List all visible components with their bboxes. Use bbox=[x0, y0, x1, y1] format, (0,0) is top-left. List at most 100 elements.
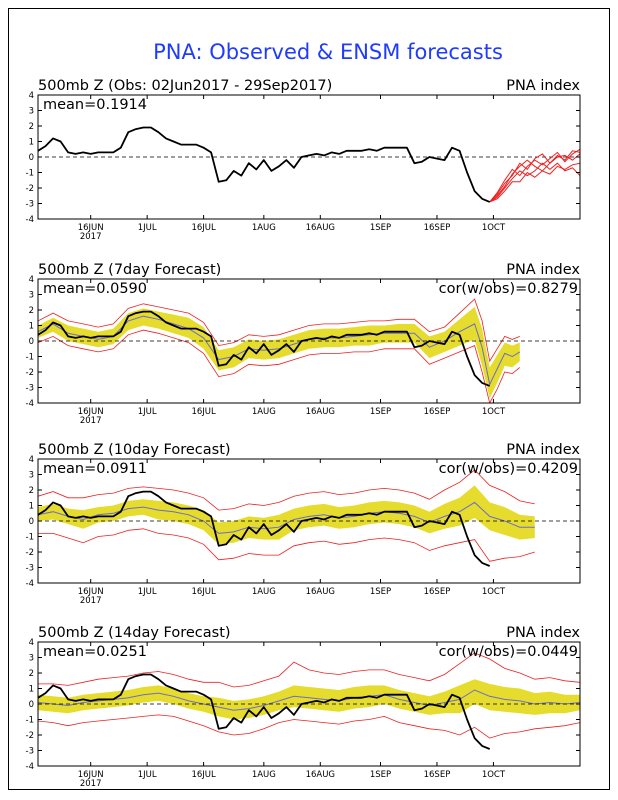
forecast-member-line-1 bbox=[489, 153, 580, 203]
x-tick-label: 1JUL bbox=[138, 407, 157, 417]
panel-index-label: PNA index bbox=[506, 78, 580, 94]
stat-mean: mean=0.0590 bbox=[43, 281, 147, 297]
spread-band bbox=[38, 679, 580, 720]
y-tick-label: 2 bbox=[29, 122, 34, 132]
stat-mean: mean=0.0911 bbox=[43, 461, 147, 477]
members-lower-line bbox=[38, 714, 580, 739]
forecast-member-line-4 bbox=[489, 150, 580, 203]
y-tick-label: 3 bbox=[29, 291, 34, 301]
x-tick-label: 1AUG bbox=[252, 407, 276, 417]
x-tick-label: 16AUG bbox=[306, 407, 335, 417]
y-tick-label: -3 bbox=[26, 747, 34, 757]
x-tick-label: 16SEP bbox=[424, 587, 451, 597]
plot-box bbox=[37, 94, 581, 220]
panel-index-label: PNA index bbox=[506, 625, 580, 641]
plot-area bbox=[38, 652, 580, 750]
plot-area bbox=[38, 126, 580, 203]
x-tick-label: 16AUG bbox=[306, 770, 335, 780]
panel-index-label: PNA index bbox=[506, 442, 580, 458]
x-tick-label: 1AUG bbox=[252, 223, 276, 233]
y-tick-label: 3 bbox=[29, 654, 34, 664]
panel-1: 500mb Z (Obs: 02Jun2017 - 29Sep2017) PNA … bbox=[26, 78, 581, 242]
x-tick-label: 16SEP bbox=[424, 770, 451, 780]
x-tick-label: 1OCT bbox=[482, 407, 506, 417]
x-tick-label: 16SEP bbox=[424, 407, 451, 417]
x-tick-label: 16JUL bbox=[191, 223, 216, 233]
y-tick-label: 3 bbox=[29, 107, 34, 117]
x-tick-label: 1SEP bbox=[370, 407, 391, 417]
y-tick-label: 4 bbox=[29, 275, 34, 285]
y-tick-label: -2 bbox=[26, 548, 34, 558]
ensemble-mean-line bbox=[38, 689, 580, 711]
spread-band bbox=[38, 306, 520, 399]
y-tick-label: -4 bbox=[26, 215, 34, 225]
y-tick-label: 1 bbox=[29, 685, 34, 695]
x-tick-label: 1OCT bbox=[482, 770, 506, 780]
members-upper-line bbox=[38, 652, 580, 688]
members-upper-line bbox=[38, 298, 520, 363]
y-tick-label: 2 bbox=[29, 669, 34, 679]
x-tick-label: 1SEP bbox=[370, 587, 391, 597]
x-tick-label: 1JUL bbox=[138, 587, 157, 597]
y-tick-label: -3 bbox=[26, 564, 34, 574]
observed-line bbox=[38, 126, 491, 203]
y-tick-label: -4 bbox=[26, 399, 34, 409]
x-tick-label: 1OCT bbox=[482, 587, 506, 597]
x-year-label: 2017 bbox=[80, 596, 102, 606]
y-tick-label: -3 bbox=[26, 384, 34, 394]
x-tick-label: 16JUL bbox=[191, 407, 216, 417]
x-tick-label: 1AUG bbox=[252, 587, 276, 597]
x-tick-label: 16JUL bbox=[191, 587, 216, 597]
panel-title: 500mb Z (10day Forecast) bbox=[38, 442, 231, 458]
stat-mean: mean=0.1914 bbox=[43, 97, 147, 113]
y-tick-label: 4 bbox=[29, 638, 34, 648]
panel-title: 500mb Z (Obs: 02Jun2017 - 29Sep2017) bbox=[38, 78, 332, 94]
y-tick-label: 0 bbox=[29, 517, 34, 527]
x-tick-label: 16JUN bbox=[78, 587, 104, 597]
members-lower-line bbox=[38, 329, 521, 403]
forecast-member-line-3 bbox=[489, 162, 580, 203]
x-year-label: 2017 bbox=[80, 232, 102, 242]
x-tick-label: 1AUG bbox=[252, 770, 276, 780]
y-tick-label: -2 bbox=[26, 368, 34, 378]
y-tick-label: 1 bbox=[29, 502, 34, 512]
x-tick-label: 16AUG bbox=[306, 587, 335, 597]
panel-3: 500mb Z (10day Forecast) PNA index 4 3 2 1 0 -1… bbox=[26, 442, 581, 606]
y-tick-label: -1 bbox=[26, 533, 34, 543]
panel-4: 500mb Z (14day Forecast) PNA index 4 3 2 1 0 -1… bbox=[26, 625, 581, 789]
observed-line bbox=[38, 310, 491, 387]
x-tick-label: 1SEP bbox=[370, 223, 391, 233]
panel-2: 500mb Z (7day Forecast) PNA index 4 3 2 1 0 -1 -… bbox=[26, 262, 581, 426]
y-tick-label: 2 bbox=[29, 306, 34, 316]
y-tick-label: 0 bbox=[29, 337, 34, 347]
plot-area bbox=[38, 298, 580, 403]
stat-correlation: cor(w/obs)=0.0449 bbox=[439, 644, 578, 660]
y-tick-label: 4 bbox=[29, 455, 34, 465]
x-year-label: 2017 bbox=[80, 416, 102, 426]
members-upper-line bbox=[38, 469, 535, 511]
x-tick-label: 16JUL bbox=[191, 770, 216, 780]
x-tick-label: 16SEP bbox=[424, 223, 451, 233]
y-tick-label: -1 bbox=[26, 716, 34, 726]
y-tick-label: 3 bbox=[29, 471, 34, 481]
x-year-label: 2017 bbox=[80, 779, 102, 789]
panel-title: 500mb Z (14day Forecast) bbox=[38, 625, 231, 641]
y-tick-label: -2 bbox=[26, 731, 34, 741]
x-tick-label: 16AUG bbox=[306, 223, 335, 233]
x-tick-label: 16JUN bbox=[78, 770, 104, 780]
x-tick-label: 1OCT bbox=[482, 223, 506, 233]
y-tick-label: -1 bbox=[26, 353, 34, 363]
y-tick-label: -2 bbox=[26, 184, 34, 194]
x-tick-label: 1SEP bbox=[370, 770, 391, 780]
observed-line bbox=[38, 673, 491, 750]
spread-band bbox=[38, 485, 535, 545]
y-tick-label: -3 bbox=[26, 200, 34, 210]
y-tick-label: 1 bbox=[29, 138, 34, 148]
plot-area bbox=[38, 469, 580, 567]
forecast-member-line-5 bbox=[489, 162, 580, 203]
x-tick-label: 16JUN bbox=[78, 223, 104, 233]
y-tick-label: 0 bbox=[29, 153, 34, 163]
y-tick-label: 2 bbox=[29, 486, 34, 496]
y-tick-label: -1 bbox=[26, 169, 34, 179]
